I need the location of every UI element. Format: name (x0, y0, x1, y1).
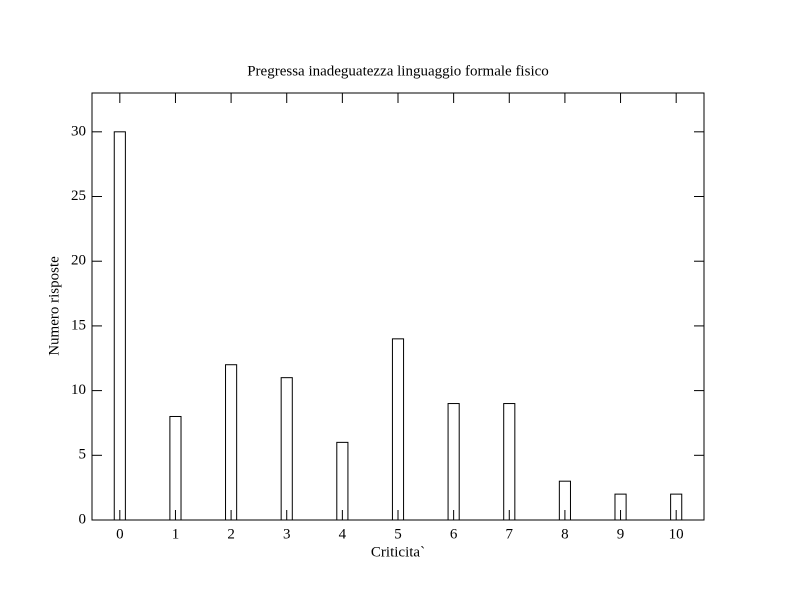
x-axis-label: Criticita` (371, 544, 425, 560)
y-tick-label: 30 (71, 123, 86, 139)
x-tick-label: 8 (561, 526, 569, 542)
bar (391, 338, 405, 521)
chart-title: Pregressa inadeguatezza linguaggio forma… (247, 63, 549, 79)
y-tick-label: 25 (71, 188, 86, 204)
bar (225, 364, 238, 521)
x-tick-label: 10 (669, 526, 684, 542)
x-tick-label: 0 (116, 526, 124, 542)
bar (280, 377, 293, 521)
x-tick-label: 5 (394, 526, 402, 542)
bar (447, 403, 460, 521)
x-tick-label: 2 (227, 526, 235, 542)
y-tick-label: 20 (71, 253, 86, 269)
x-tick-label: 6 (450, 526, 458, 542)
x-tick-label: 7 (506, 526, 514, 542)
x-tick-label: 1 (172, 526, 180, 542)
x-tick-label: 4 (339, 526, 347, 542)
x-tick-label: 3 (283, 526, 291, 542)
y-tick-label: 15 (71, 317, 86, 333)
bar (113, 131, 126, 521)
bar (503, 403, 516, 521)
bar (169, 415, 182, 521)
bar (336, 441, 349, 521)
y-axis-label: Numero risposte (46, 256, 62, 356)
x-tick-label: 9 (617, 526, 625, 542)
y-tick-label: 5 (79, 447, 87, 463)
y-tick-label: 10 (71, 382, 86, 398)
y-tick-label: 0 (79, 511, 87, 527)
